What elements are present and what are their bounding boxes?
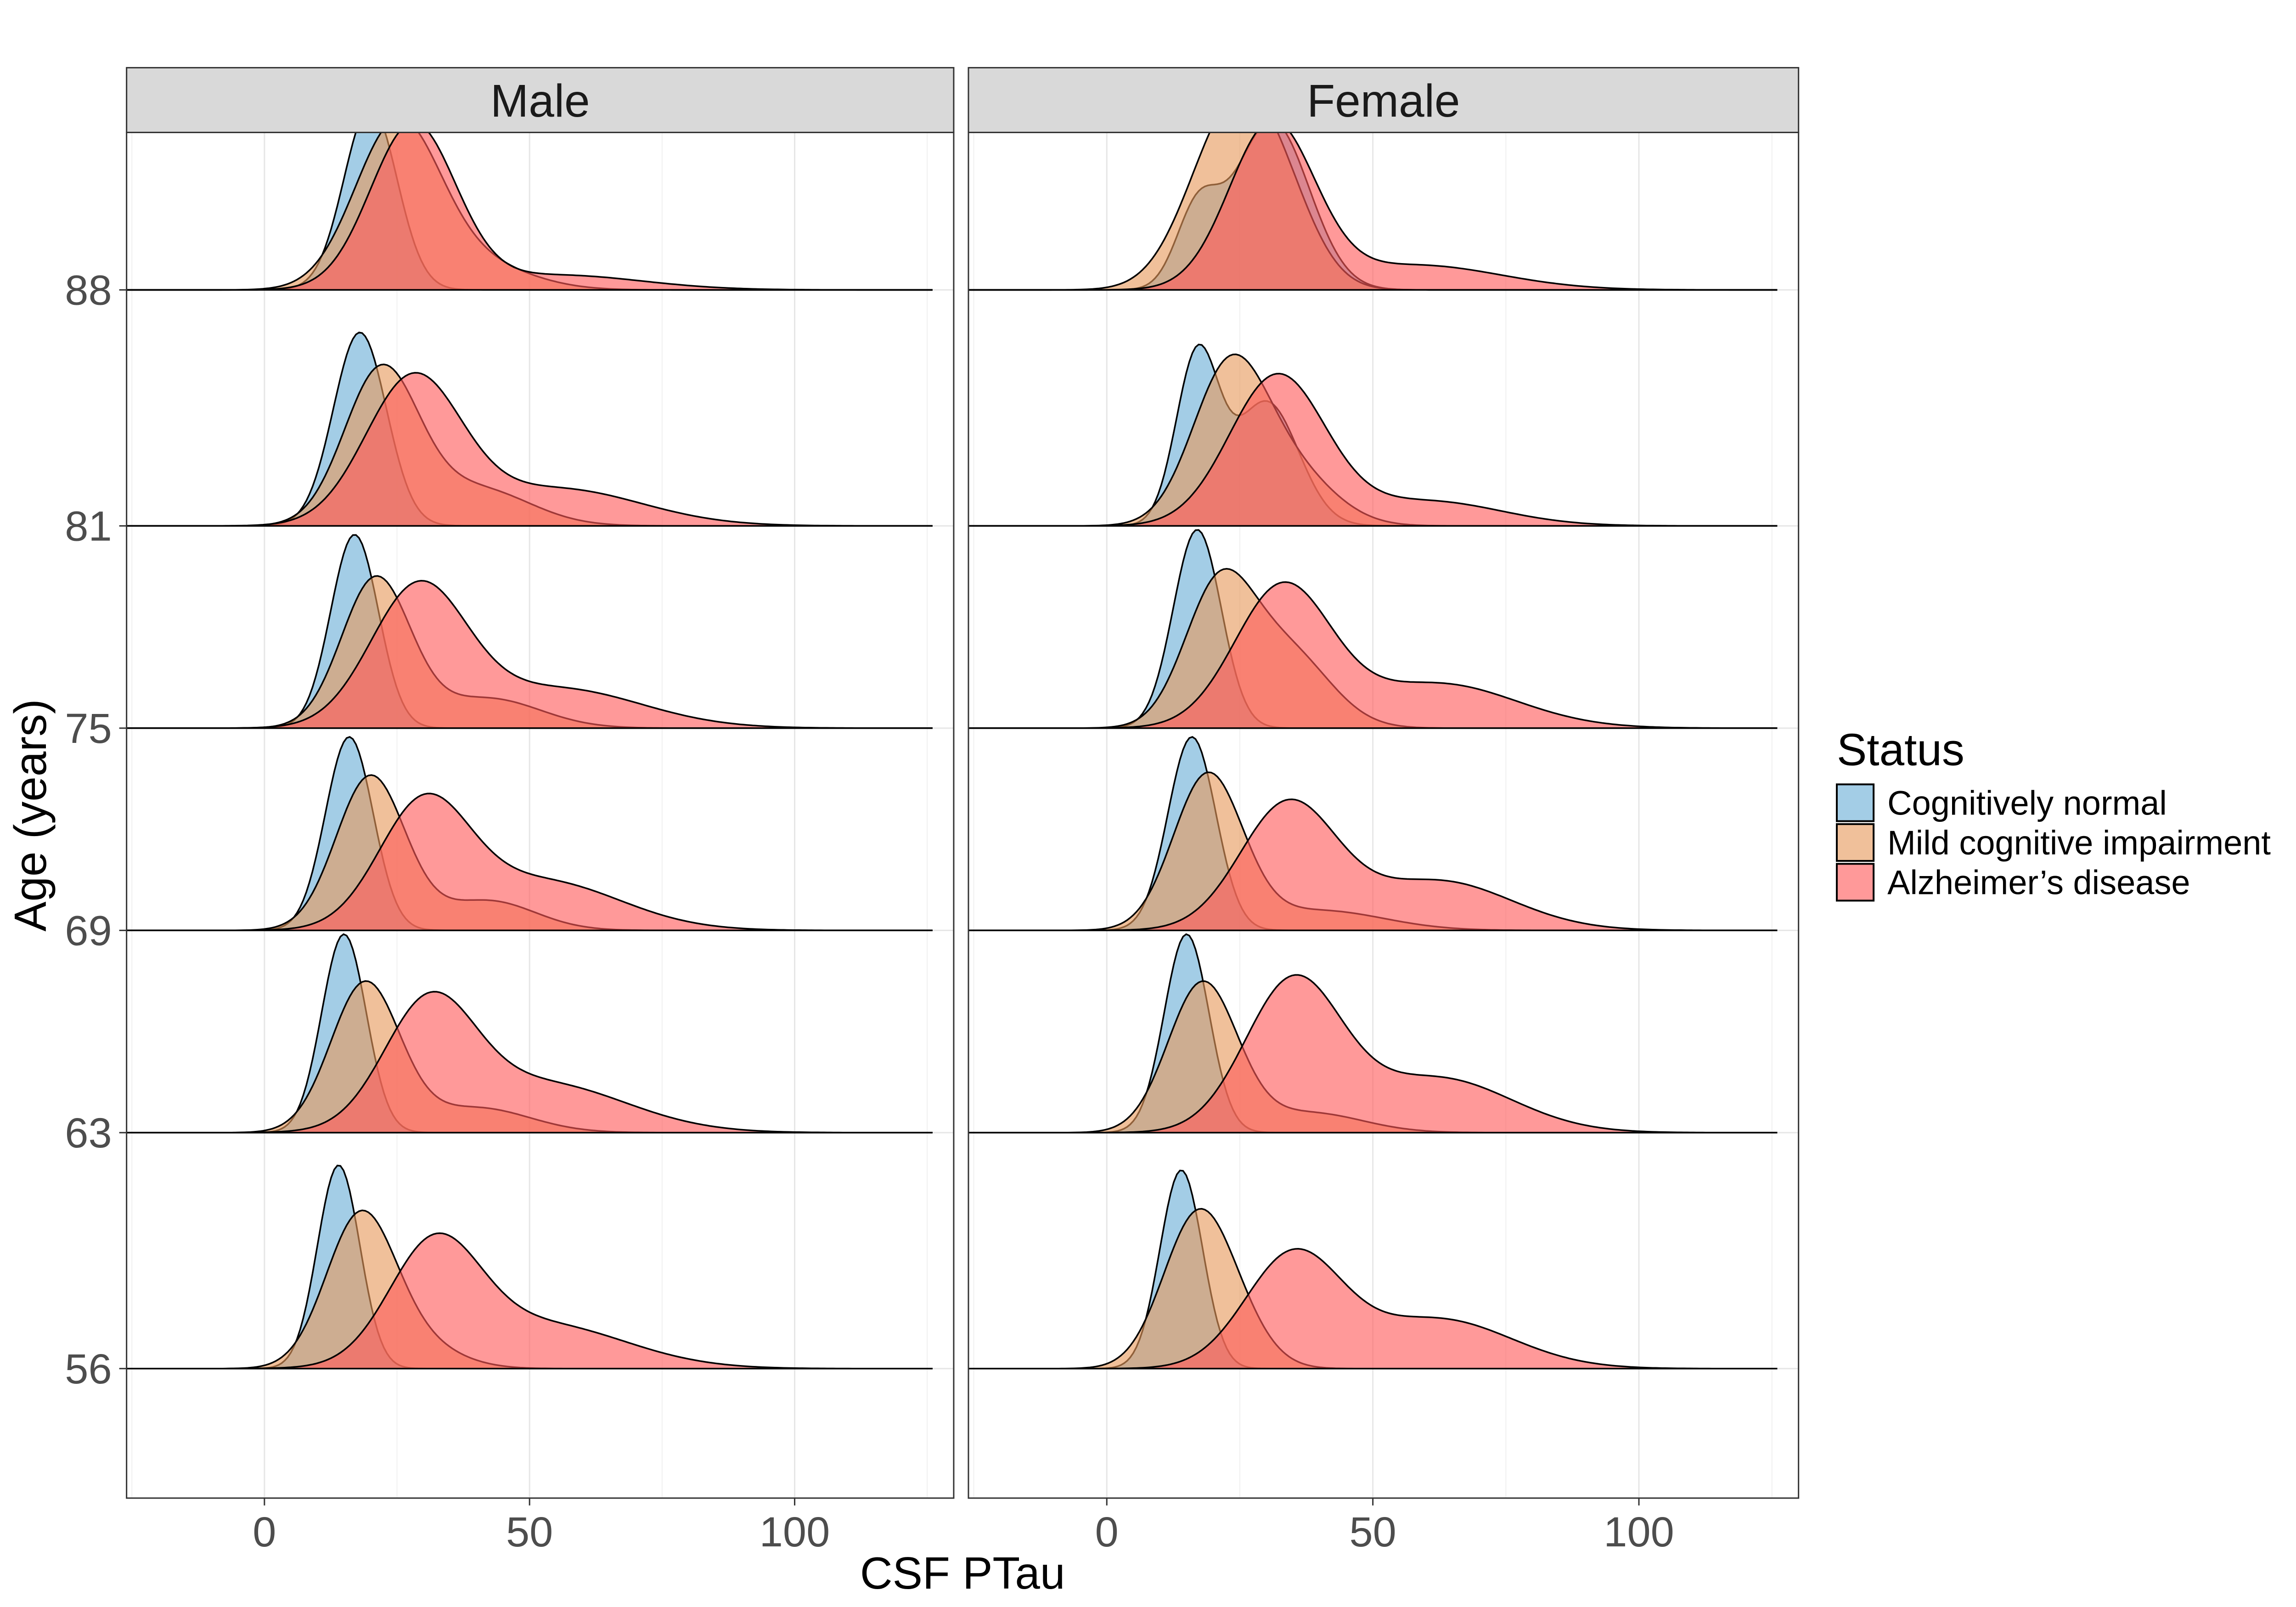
legend-swatch bbox=[1836, 783, 1875, 822]
panel-background bbox=[126, 132, 954, 1498]
density-female-56-alzheimer-s-disease-fill bbox=[968, 1248, 1778, 1369]
panel-border bbox=[126, 131, 955, 1499]
density-female-81-alzheimer-s-disease-fill bbox=[968, 373, 1778, 526]
panel-border bbox=[968, 131, 1800, 1499]
x-tick-label: 100 bbox=[760, 1509, 830, 1556]
density-female-63-mild-cognitive-impairment-fill bbox=[968, 981, 1778, 1133]
density-male-69-mild-cognitive-impairment-fill bbox=[126, 775, 933, 931]
density-female-75-mild-cognitive-impairment-fill bbox=[968, 568, 1778, 728]
legend-swatch bbox=[1836, 823, 1875, 862]
density-male-81-alzheimer-s-disease-fill bbox=[126, 372, 933, 526]
density-female-88-mild-cognitive-impairment-fill bbox=[968, 90, 1778, 290]
density-female-69-mild-cognitive-impairment-fill bbox=[968, 772, 1778, 931]
density-female-75-alzheimer-s-disease-fill bbox=[968, 582, 1778, 728]
y-tick-label: 69 bbox=[65, 907, 112, 954]
legend-label: Mild cognitive impairment bbox=[1887, 824, 2271, 862]
frame-layer: Male Female bbox=[126, 67, 1800, 1499]
y-tick-label: 75 bbox=[65, 705, 112, 752]
axis-layer: 0 50 100 0 50 100 56 63 69 75 81 88 CSF PTau Age (yea… bbox=[5, 267, 1674, 1598]
x-tick-label: 0 bbox=[1095, 1509, 1119, 1556]
facet-strip bbox=[968, 67, 1800, 133]
density-layer bbox=[126, 90, 1778, 1370]
y-tick-label: 88 bbox=[65, 267, 112, 314]
grid-layer bbox=[126, 132, 1799, 1498]
legend-swatch bbox=[1836, 863, 1875, 902]
facet-label: Female bbox=[1307, 75, 1460, 127]
density-male-56-mild-cognitive-impairment-fill bbox=[126, 1210, 933, 1369]
legend-title: Status bbox=[1837, 725, 1964, 775]
panel-background bbox=[968, 132, 1799, 1498]
legend-label: Alzheimer’s disease bbox=[1887, 863, 2190, 901]
density-male-63-alzheimer-s-disease-fill bbox=[126, 991, 933, 1133]
density-female-56-mild-cognitive-impairment-fill bbox=[968, 1208, 1778, 1369]
x-axis-title: CSF PTau bbox=[860, 1548, 1065, 1598]
density-male-75-mild-cognitive-impairment-fill bbox=[126, 576, 933, 728]
x-tick-label: 0 bbox=[253, 1509, 276, 1556]
density-male-63-mild-cognitive-impairment-fill bbox=[126, 981, 933, 1133]
density-female-81-mild-cognitive-impairment-fill bbox=[968, 354, 1778, 526]
legend-label: Cognitively normal bbox=[1887, 784, 2167, 822]
density-female-63-alzheimer-s-disease-fill bbox=[968, 975, 1778, 1133]
density-male-56-alzheimer-s-disease-fill bbox=[126, 1233, 933, 1369]
x-tick-label: 100 bbox=[1604, 1509, 1674, 1556]
density-male-81-mild-cognitive-impairment-fill bbox=[126, 364, 933, 526]
facet-strip bbox=[126, 67, 955, 133]
facet-label: Male bbox=[490, 75, 590, 127]
y-tick-label: 56 bbox=[65, 1346, 112, 1393]
density-male-75-alzheimer-s-disease-fill bbox=[126, 580, 933, 728]
x-tick-label: 50 bbox=[506, 1509, 553, 1556]
x-tick-label: 50 bbox=[1349, 1509, 1396, 1556]
density-male-88-cognitively-normal-fill bbox=[126, 106, 933, 290]
y-axis-title: Age (years) bbox=[5, 699, 56, 932]
density-male-69-alzheimer-s-disease-fill bbox=[126, 793, 933, 931]
y-tick-label: 63 bbox=[65, 1110, 112, 1157]
density-female-69-alzheimer-s-disease-fill bbox=[968, 799, 1778, 931]
y-tick-label: 81 bbox=[65, 503, 112, 550]
